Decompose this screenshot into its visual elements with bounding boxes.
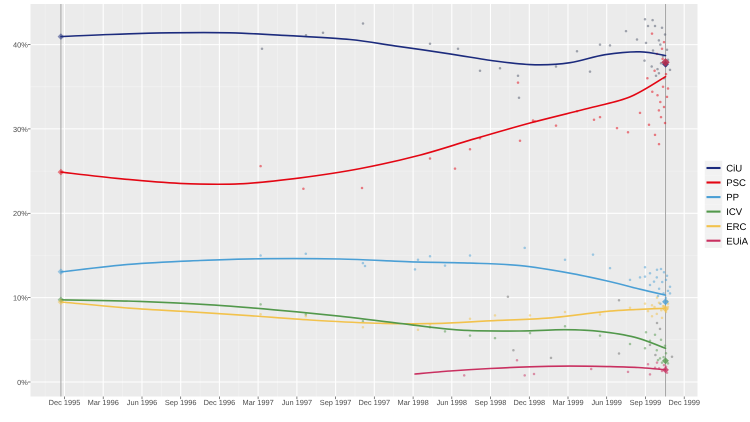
svg-text:Dec 1995: Dec 1995 [49, 398, 81, 407]
svg-text:Jun 1997: Jun 1997 [282, 398, 312, 407]
svg-text:Mar 1997: Mar 1997 [242, 398, 273, 407]
svg-text:Dec 1999: Dec 1999 [668, 398, 700, 407]
svg-text:40%: 40% [13, 40, 28, 49]
svg-text:Mar 1998: Mar 1998 [397, 398, 428, 407]
svg-text:Dec 1998: Dec 1998 [513, 398, 545, 407]
svg-text:Sep 1997: Sep 1997 [320, 398, 352, 407]
svg-text:Jun 1998: Jun 1998 [437, 398, 467, 407]
svg-text:30%: 30% [13, 125, 28, 134]
svg-text:0%: 0% [17, 378, 28, 387]
svg-text:PP: PP [726, 193, 739, 204]
svg-text:ICV: ICV [726, 207, 743, 218]
svg-text:Mar 1999: Mar 1999 [552, 398, 583, 407]
svg-text:Mar 1996: Mar 1996 [88, 398, 119, 407]
svg-text:Sep 1996: Sep 1996 [165, 398, 197, 407]
svg-text:Sep 1998: Sep 1998 [475, 398, 507, 407]
svg-text:EUiA: EUiA [726, 236, 748, 247]
svg-text:20%: 20% [13, 209, 28, 218]
svg-text:ERC: ERC [726, 222, 746, 233]
svg-text:Jun 1996: Jun 1996 [127, 398, 157, 407]
svg-text:10%: 10% [13, 293, 28, 302]
svg-text:Dec 1996: Dec 1996 [204, 398, 236, 407]
svg-text:Sep 1999: Sep 1999 [630, 398, 662, 407]
svg-text:PSC: PSC [726, 178, 746, 189]
svg-text:Dec 1997: Dec 1997 [358, 398, 390, 407]
svg-text:Jun 1999: Jun 1999 [591, 398, 621, 407]
svg-text:CiU: CiU [726, 164, 742, 175]
